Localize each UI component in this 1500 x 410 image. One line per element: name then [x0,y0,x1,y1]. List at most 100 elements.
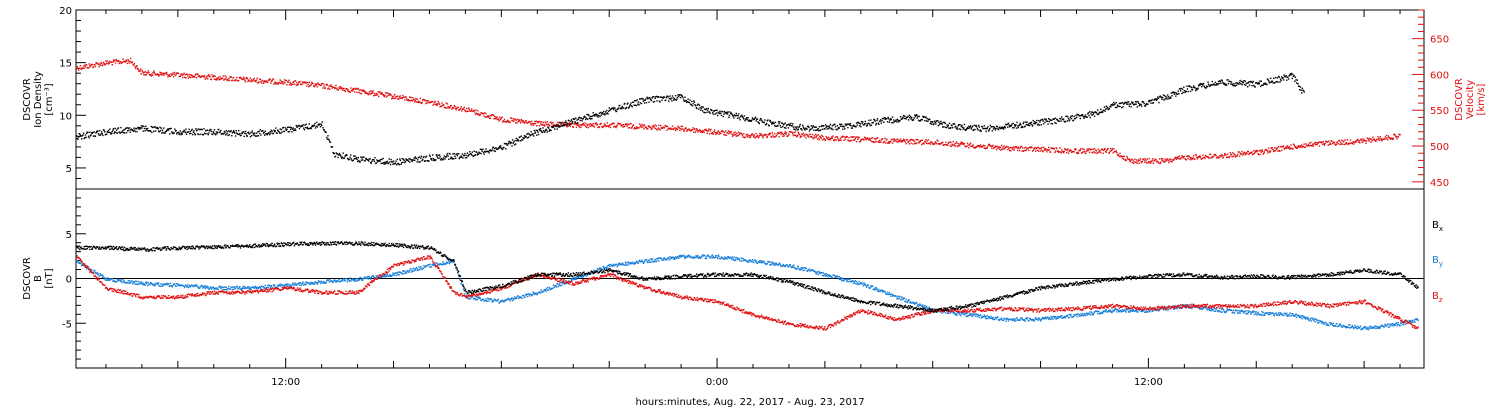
data-point [527,121,529,124]
data-point [784,132,786,135]
data-point [615,126,617,129]
data-point [314,127,317,129]
data-point [1112,104,1114,106]
data-point [715,133,717,135]
data-point [1162,94,1165,96]
data-point [1204,157,1206,160]
data-point [1056,118,1059,121]
data-point [371,91,373,93]
data-point [1251,151,1253,153]
data-point [640,98,642,100]
data-point [76,137,78,140]
data-point [228,79,231,82]
data-point [231,286,233,288]
data-point [575,122,578,125]
data-point [513,296,516,298]
data-point [758,136,760,139]
data-point [415,98,417,100]
data-point [1053,118,1055,120]
data-point [619,108,622,110]
data-point [508,140,511,143]
data-point [277,129,279,131]
data-point [1200,83,1202,85]
data-point [653,127,656,129]
data-point [1136,159,1138,161]
data-point [974,147,976,149]
data-point [329,88,331,90]
data-point [948,127,950,129]
data-point [520,135,522,137]
data-point [92,66,95,68]
data-point [1239,79,1241,82]
data-point [792,134,795,137]
data-point [290,127,292,129]
data-point [197,133,199,135]
data-point [373,92,376,95]
data-point [1260,85,1262,88]
data-point [684,96,686,98]
data-point [1170,92,1173,94]
data-point [915,114,917,117]
data-point [1073,151,1075,153]
data-point [445,106,447,109]
data-point [923,116,925,118]
data-point [1134,101,1137,103]
data-point [536,293,539,295]
data-point [1147,161,1150,163]
data-point [508,298,511,301]
data-point [221,288,224,291]
data-point [904,115,906,117]
data-point [313,283,315,285]
data-point [76,68,78,70]
data-point [91,132,93,134]
data-point [118,278,120,281]
data-point [492,146,495,148]
data-point [1141,105,1143,107]
data-point [116,132,118,134]
data-point [1256,82,1258,84]
data-point [470,153,472,155]
data-point [969,125,972,127]
data-point [295,284,297,287]
data-point [1246,82,1248,84]
data-point [759,132,761,135]
data-point [122,132,125,134]
data-point [1202,82,1205,85]
data-point [264,81,266,83]
data-point [683,130,685,132]
data-point [463,154,465,157]
data-point [916,117,918,119]
data-point [747,117,749,119]
data-point [577,124,579,126]
data-point [1261,150,1264,152]
data-point [182,73,185,76]
data-point [883,117,886,119]
data-point [1054,117,1057,119]
data-point [505,143,508,145]
data-point [1205,87,1207,89]
data-point [195,285,198,287]
data-point [590,123,592,125]
data-point [132,283,134,285]
data-point [1002,126,1004,129]
data-point [631,106,633,108]
data-point [94,65,97,68]
data-point [750,134,752,136]
data-point [686,101,689,103]
data-point [519,296,521,298]
data-point [1334,143,1336,145]
data-point [1017,125,1019,127]
data-point [585,125,587,127]
data-point [174,71,176,74]
data-point [471,151,473,153]
data-point [518,296,521,299]
data-point [650,126,652,129]
data-point [780,131,783,134]
data-point [537,120,540,123]
data-point [308,85,310,88]
data-point [147,282,149,284]
data-point [880,119,882,121]
data-point [352,88,354,90]
data-point [107,278,110,281]
data-point [1278,76,1280,78]
